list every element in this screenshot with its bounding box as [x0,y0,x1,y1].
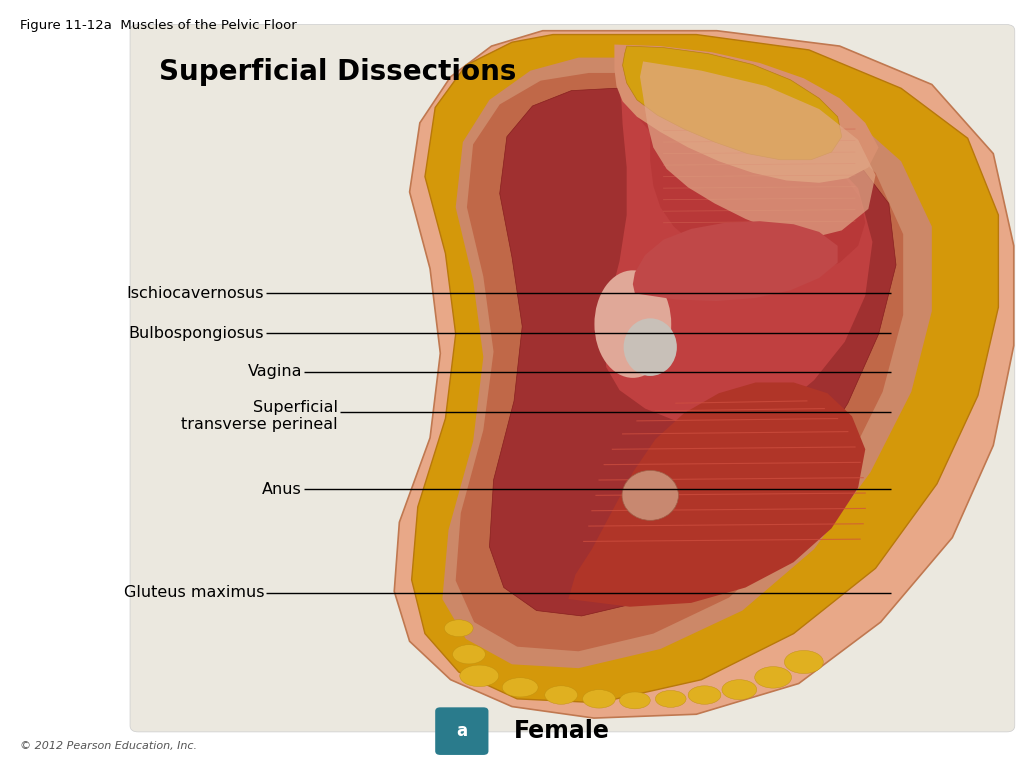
Text: Figure 11-12a  Muscles of the Pelvic Floor: Figure 11-12a Muscles of the Pelvic Floo… [20,19,297,32]
Ellipse shape [594,270,672,378]
Text: Gluteus maximus: Gluteus maximus [124,585,264,601]
Ellipse shape [545,686,578,704]
Polygon shape [394,31,1014,718]
Ellipse shape [453,645,485,664]
Text: Superficial
transverse perineal: Superficial transverse perineal [181,400,338,432]
Polygon shape [412,35,998,703]
Polygon shape [456,73,903,651]
Ellipse shape [722,680,757,700]
Text: © 2012 Pearson Education, Inc.: © 2012 Pearson Education, Inc. [20,741,198,751]
Ellipse shape [502,677,539,697]
Ellipse shape [688,686,721,704]
Polygon shape [604,91,872,426]
Ellipse shape [583,690,615,708]
Ellipse shape [624,318,677,376]
Polygon shape [630,96,865,275]
Text: Bulbospongiosus: Bulbospongiosus [129,326,264,341]
Polygon shape [442,58,932,668]
Ellipse shape [784,650,823,674]
Text: a: a [457,722,467,740]
FancyBboxPatch shape [435,707,488,755]
Polygon shape [623,46,842,160]
Ellipse shape [622,470,678,521]
Text: Superficial Dissections: Superficial Dissections [159,58,516,85]
Text: Female: Female [514,719,610,743]
Ellipse shape [755,667,792,688]
Polygon shape [633,221,838,301]
Text: Vagina: Vagina [248,364,302,379]
FancyBboxPatch shape [130,25,1015,732]
Ellipse shape [655,690,686,707]
Ellipse shape [444,620,473,637]
Polygon shape [489,88,896,616]
Text: Anus: Anus [262,482,302,497]
Ellipse shape [460,665,499,687]
Text: Ischiocavernosus: Ischiocavernosus [127,286,264,301]
Polygon shape [568,382,865,607]
Ellipse shape [620,692,650,709]
Polygon shape [614,45,879,183]
Polygon shape [640,61,876,238]
